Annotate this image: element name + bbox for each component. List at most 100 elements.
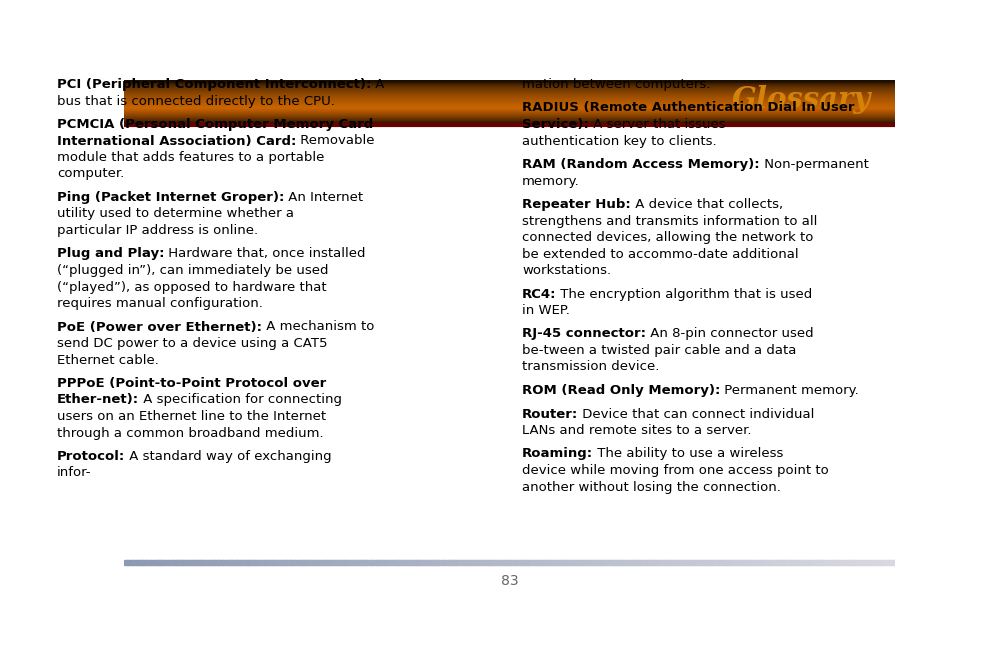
Bar <box>194 560 197 565</box>
Bar <box>517 560 521 565</box>
Bar <box>887 560 891 565</box>
Bar <box>784 560 787 565</box>
Bar <box>848 560 852 565</box>
Bar <box>620 560 623 565</box>
Bar <box>389 560 392 565</box>
Bar <box>160 560 164 565</box>
Bar <box>561 560 565 565</box>
Bar <box>189 560 192 565</box>
Bar <box>755 560 759 565</box>
Bar <box>296 560 299 565</box>
Bar <box>230 560 233 565</box>
Bar <box>741 560 744 565</box>
Bar <box>417 560 420 565</box>
Bar <box>281 560 284 565</box>
Bar <box>306 560 310 565</box>
Bar <box>142 560 145 565</box>
Bar <box>669 560 672 565</box>
Bar <box>614 560 618 565</box>
Bar <box>212 560 215 565</box>
Bar <box>129 560 133 565</box>
Bar <box>330 560 333 565</box>
Bar <box>343 560 346 565</box>
Bar <box>702 560 706 565</box>
Bar <box>268 560 271 565</box>
Bar <box>345 560 349 565</box>
Bar <box>355 560 359 565</box>
Text: International Association) Card:: International Association) Card: <box>57 135 296 147</box>
Bar <box>559 560 562 565</box>
Bar <box>402 560 405 565</box>
Bar <box>789 560 792 565</box>
Text: transmission device.: transmission device. <box>522 360 659 373</box>
Bar <box>450 560 453 565</box>
Bar <box>635 560 638 565</box>
Bar <box>332 560 336 565</box>
Bar <box>885 560 888 565</box>
Bar <box>473 560 477 565</box>
Bar <box>374 560 377 565</box>
Bar <box>581 560 584 565</box>
Bar <box>412 560 415 565</box>
Bar <box>466 560 469 565</box>
Bar <box>201 560 205 565</box>
Bar <box>405 560 408 565</box>
Bar <box>546 560 549 565</box>
Bar <box>384 560 387 565</box>
Bar <box>599 560 602 565</box>
Bar <box>828 560 831 565</box>
Bar <box>314 560 318 565</box>
Bar <box>484 560 487 565</box>
Bar <box>429 560 433 565</box>
Bar <box>471 560 474 565</box>
Text: PPPoE (Point-to-Point Protocol over: PPPoE (Point-to-Point Protocol over <box>57 377 326 390</box>
Bar <box>509 560 513 565</box>
Text: Ether-net):: Ether-net): <box>57 393 139 407</box>
Bar <box>538 560 541 565</box>
Bar <box>476 560 479 565</box>
Text: workstations.: workstations. <box>522 264 610 277</box>
Bar <box>799 560 803 565</box>
Bar <box>694 560 698 565</box>
Bar <box>273 560 276 565</box>
Bar <box>250 560 253 565</box>
Bar <box>864 560 867 565</box>
Bar <box>235 560 238 565</box>
Bar <box>761 560 764 565</box>
Bar <box>838 560 842 565</box>
Bar <box>574 560 577 565</box>
Bar <box>854 560 857 565</box>
Bar <box>564 560 567 565</box>
Bar <box>204 560 207 565</box>
Bar <box>664 560 667 565</box>
Text: 83: 83 <box>501 574 518 588</box>
Bar <box>794 560 798 565</box>
Bar <box>397 560 400 565</box>
Bar <box>666 560 669 565</box>
Bar <box>643 560 646 565</box>
Bar <box>288 560 292 565</box>
Bar <box>214 560 218 565</box>
Text: An Internet: An Internet <box>284 191 363 204</box>
Bar <box>173 560 176 565</box>
Text: users on an Ethernet line to the Internet: users on an Ethernet line to the Interne… <box>57 410 326 423</box>
Bar <box>252 560 256 565</box>
Bar <box>327 560 330 565</box>
Bar <box>892 560 896 565</box>
Bar <box>738 560 742 565</box>
Bar <box>684 560 688 565</box>
Bar <box>440 560 443 565</box>
Bar <box>596 560 600 565</box>
Text: connected devices, allowing the network to: connected devices, allowing the network … <box>522 231 812 244</box>
Text: in WEP.: in WEP. <box>522 304 570 317</box>
Bar <box>291 560 294 565</box>
Bar <box>191 560 195 565</box>
Bar <box>715 560 719 565</box>
Bar <box>463 560 466 565</box>
Bar <box>199 560 202 565</box>
Bar <box>758 560 761 565</box>
Bar <box>319 560 323 565</box>
Text: through a common broadband medium.: through a common broadband medium. <box>57 427 323 440</box>
Bar <box>648 560 651 565</box>
Bar <box>548 560 552 565</box>
